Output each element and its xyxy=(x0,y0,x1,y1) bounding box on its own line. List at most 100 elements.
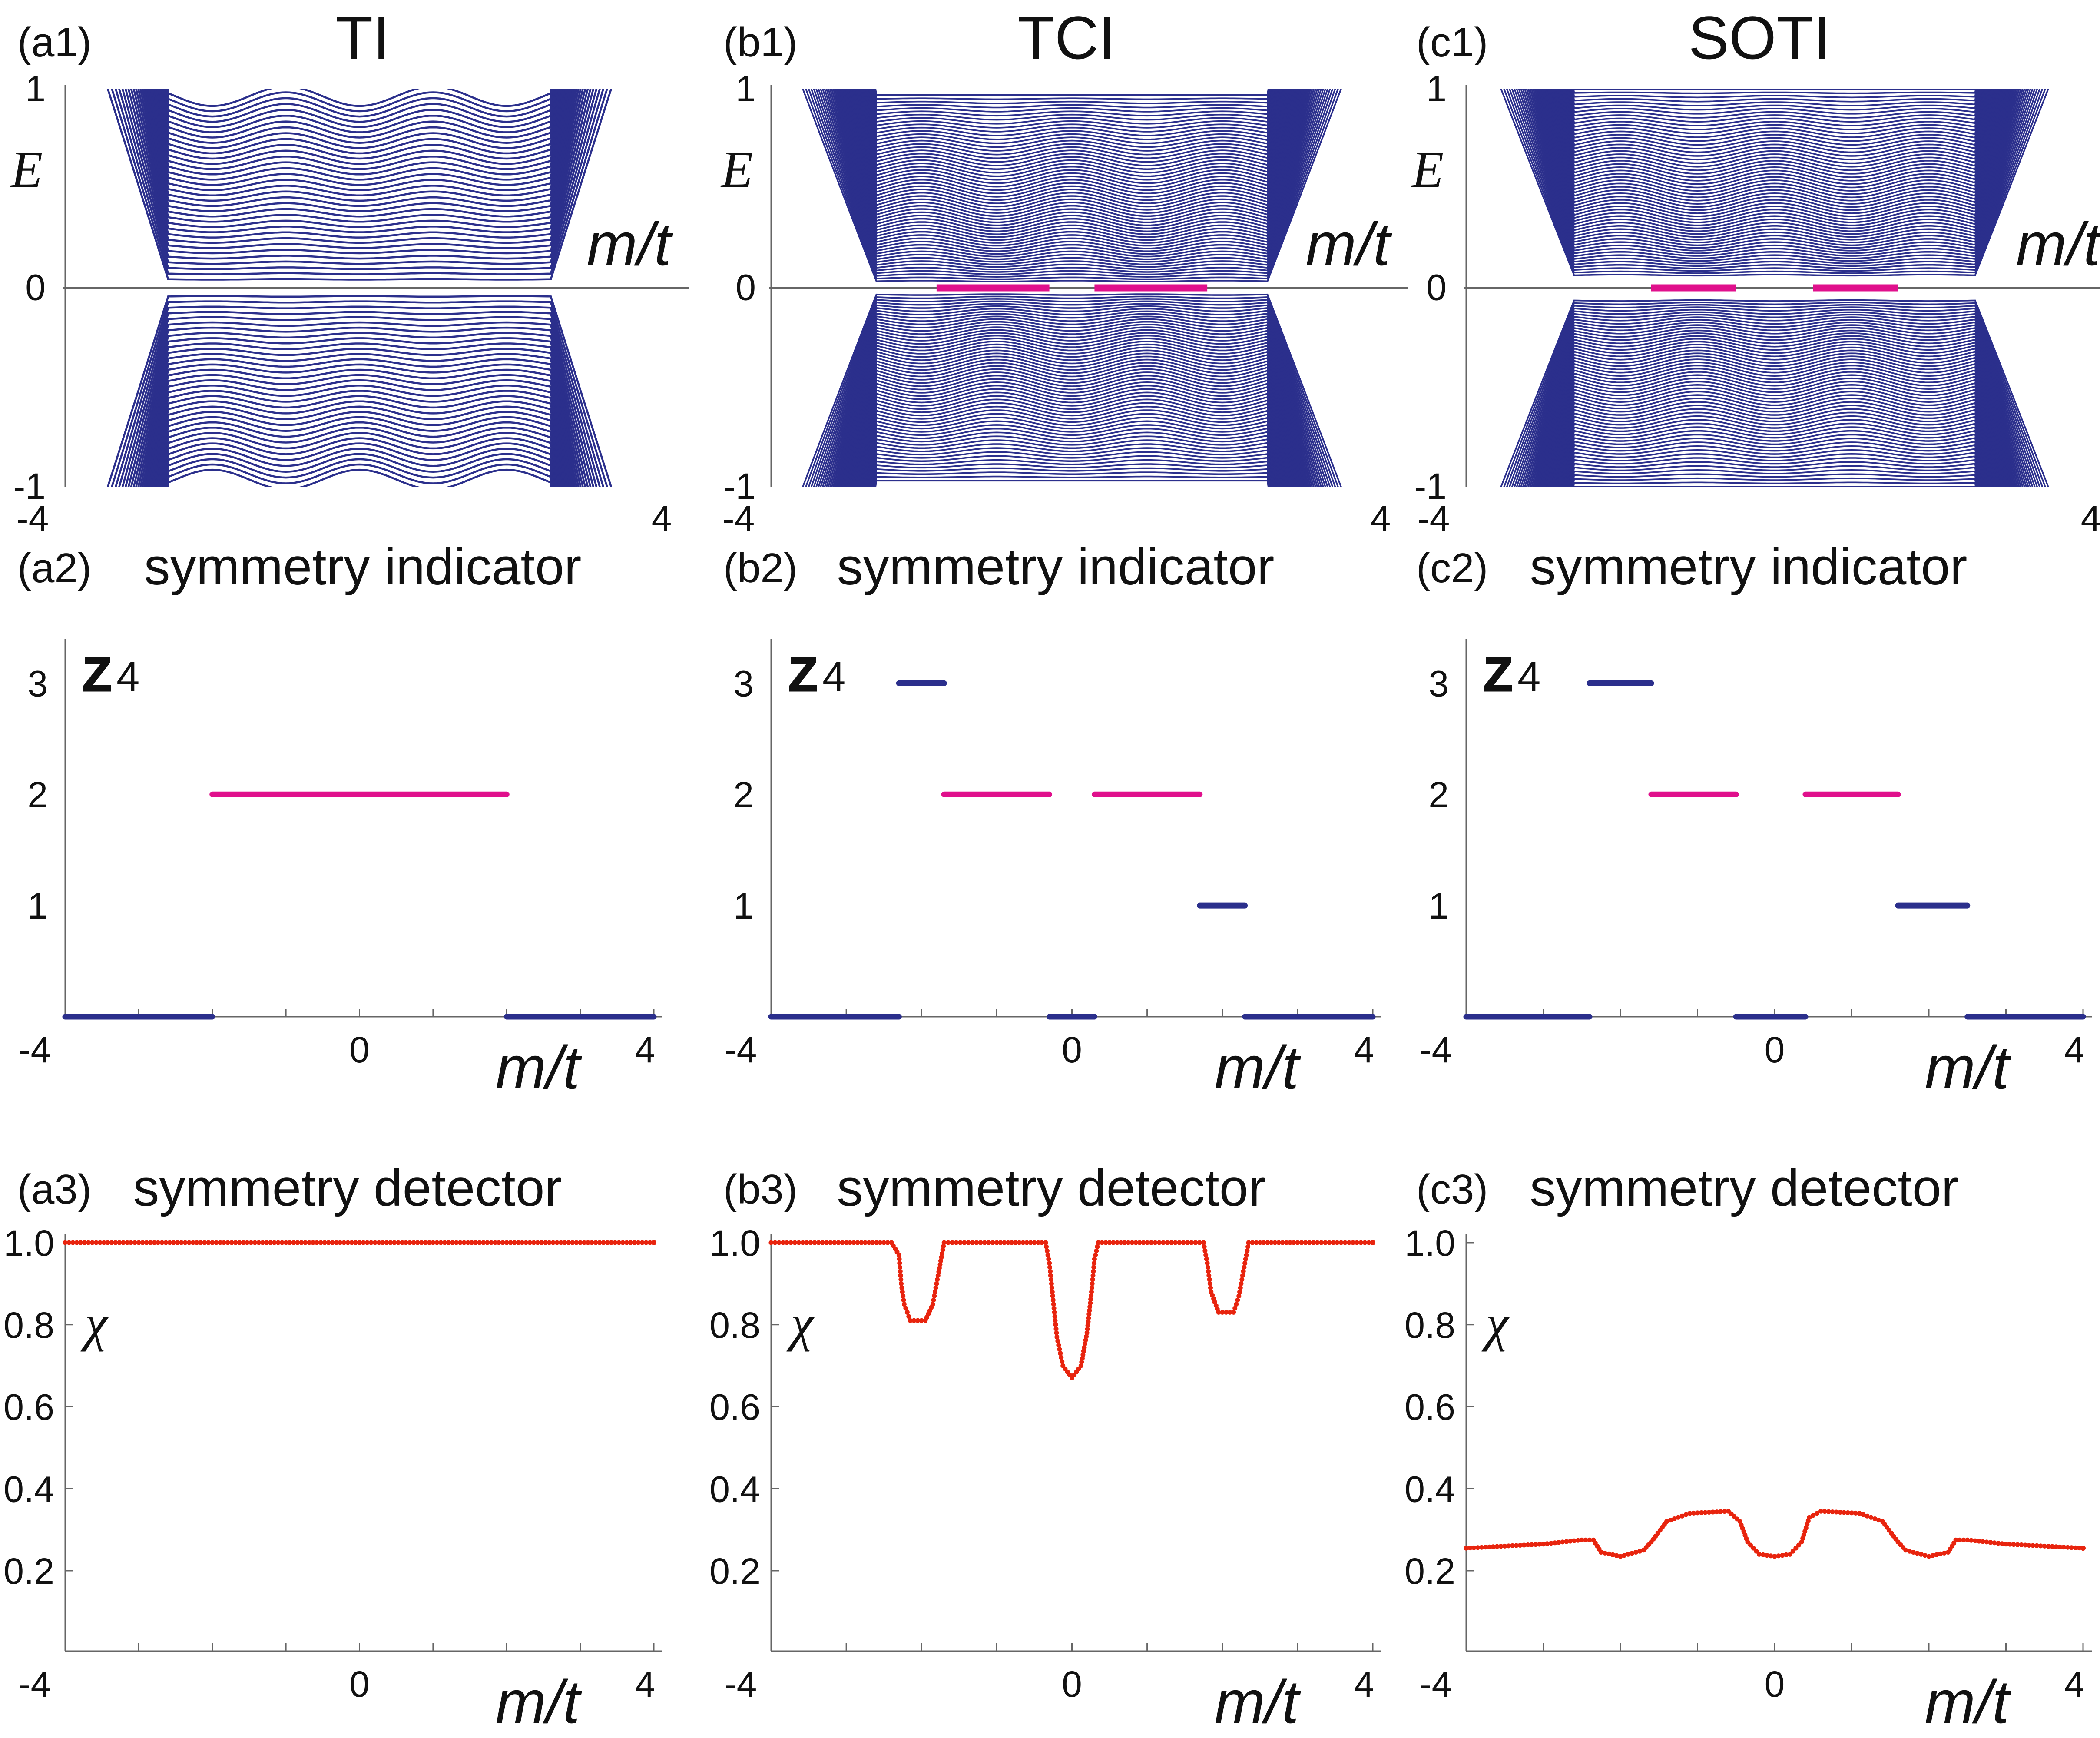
chi-data-point xyxy=(1996,1541,2001,1546)
chi-data-point xyxy=(423,1240,428,1245)
band-curve xyxy=(828,321,1316,487)
band-curve xyxy=(828,89,1316,255)
chi-data-point xyxy=(1049,1285,1054,1290)
band-curve xyxy=(1550,381,1999,487)
chi-data-point xyxy=(415,1240,420,1245)
chi-data-point xyxy=(1471,1545,1477,1550)
chi-data-point xyxy=(1583,1537,1588,1542)
chi-data-point xyxy=(504,1240,509,1245)
x-tick-label: 4 xyxy=(1371,498,1391,539)
chi-data-point xyxy=(1054,1334,1060,1340)
chi-data-point xyxy=(1768,1553,1773,1559)
band-curve xyxy=(1541,355,2008,487)
chi-data-point xyxy=(279,1240,285,1245)
chi-data-point xyxy=(1048,1277,1053,1282)
chi-data-point xyxy=(1710,1509,1716,1515)
x-axis-title: m/t xyxy=(1925,1668,2012,1736)
chi-data-point xyxy=(214,1240,219,1245)
chi-data-point xyxy=(1243,1257,1248,1262)
chi-data-point xyxy=(2030,1543,2036,1548)
band-curve xyxy=(115,89,604,270)
chi-data-point xyxy=(586,1240,590,1245)
chi-data-point xyxy=(1149,1240,1154,1245)
chi-data-point xyxy=(901,1294,906,1299)
x-tick-label: 0 xyxy=(349,1664,370,1705)
chi-data-point xyxy=(1699,1510,1704,1515)
band-curve xyxy=(874,475,1270,487)
band-curve xyxy=(115,305,604,487)
chi-data-point xyxy=(1056,1343,1061,1348)
band-curve xyxy=(1542,89,2007,217)
chi-data-point xyxy=(1091,1265,1096,1270)
band-curve xyxy=(848,89,1296,214)
chi-data-point xyxy=(628,1240,633,1245)
x-axis-title: m/t xyxy=(1215,1668,1302,1736)
chi-data-point xyxy=(1091,1269,1096,1274)
chi-data-point xyxy=(1370,1240,1375,1245)
chi-data-point xyxy=(1307,1240,1312,1245)
chi-data-point xyxy=(82,1240,87,1245)
chi-data-point xyxy=(1599,1550,1604,1555)
y-tick-label: 3 xyxy=(27,663,48,704)
chi-data-point xyxy=(411,1240,416,1245)
chi-data-point xyxy=(1575,1538,1580,1543)
chi-data-point xyxy=(1257,1240,1262,1245)
chi-data-point xyxy=(1722,1509,1727,1514)
chi-data-point xyxy=(500,1240,505,1245)
chi-data-point xyxy=(1796,1542,1801,1548)
y-tick-label: 0.8 xyxy=(3,1305,54,1346)
chi-data-point xyxy=(1942,1550,1947,1556)
chi-data-point xyxy=(2007,1542,2012,1547)
chi-data-point xyxy=(824,1240,829,1245)
band-curve xyxy=(118,311,601,487)
chi-data-point xyxy=(1849,1510,1854,1516)
band-curve xyxy=(815,89,1328,271)
chi-data-point xyxy=(1788,1552,1792,1557)
chi-data-point xyxy=(1057,1347,1062,1352)
chi-data-point xyxy=(939,1255,944,1260)
band-curve xyxy=(1537,89,2013,229)
chi-data-point xyxy=(1269,1240,1274,1245)
y-tick-label: 0.2 xyxy=(3,1551,54,1592)
chi-data-point xyxy=(1760,1552,1765,1557)
chi-data-point xyxy=(89,1240,95,1245)
chi-data-point xyxy=(620,1240,626,1245)
chi-data-point xyxy=(1089,1285,1094,1290)
chi-data-point xyxy=(1764,1553,1769,1558)
chi-data-point xyxy=(1085,1323,1090,1328)
band-curve xyxy=(1537,346,2013,487)
chi-data-point xyxy=(1703,1510,1708,1515)
chi-data-point xyxy=(1165,1240,1170,1245)
chi-data-point xyxy=(1055,1339,1060,1343)
panel-title: TCI xyxy=(1017,3,1116,72)
chi-data-point xyxy=(1208,1285,1213,1290)
chi-data-point xyxy=(1868,1515,1874,1520)
y-tick-label: 0.6 xyxy=(3,1387,54,1428)
chi-data-point xyxy=(605,1240,610,1245)
panel-title: symmetry detector xyxy=(837,1159,1266,1217)
chi-data-point xyxy=(1169,1240,1174,1245)
chi-data-point xyxy=(1853,1510,1858,1516)
chi-data-point xyxy=(431,1240,436,1245)
chi-data-point xyxy=(1961,1537,1966,1542)
band-curve xyxy=(838,340,1305,487)
band-curve xyxy=(166,463,553,487)
chi-data-point xyxy=(1754,1549,1759,1554)
chi-data-point xyxy=(1529,1542,1534,1547)
chi-data-point xyxy=(935,1273,941,1278)
chi-data-point xyxy=(1815,1511,1820,1516)
band-curve xyxy=(841,89,1303,229)
chi-data-point xyxy=(558,1240,563,1245)
band-curve xyxy=(1572,477,1977,487)
band-lines-c1 xyxy=(1500,89,2049,487)
band-curve xyxy=(802,293,1342,487)
chi-data-point xyxy=(268,1240,273,1245)
band-curve xyxy=(1531,335,2018,487)
chi-data-point xyxy=(1245,1248,1250,1254)
chi-data-point xyxy=(1358,1240,1364,1245)
chi-data-point xyxy=(1311,1240,1316,1245)
chi-data-point xyxy=(1223,1310,1229,1315)
band-curve xyxy=(837,89,1307,238)
chi-data-point xyxy=(582,1240,586,1245)
